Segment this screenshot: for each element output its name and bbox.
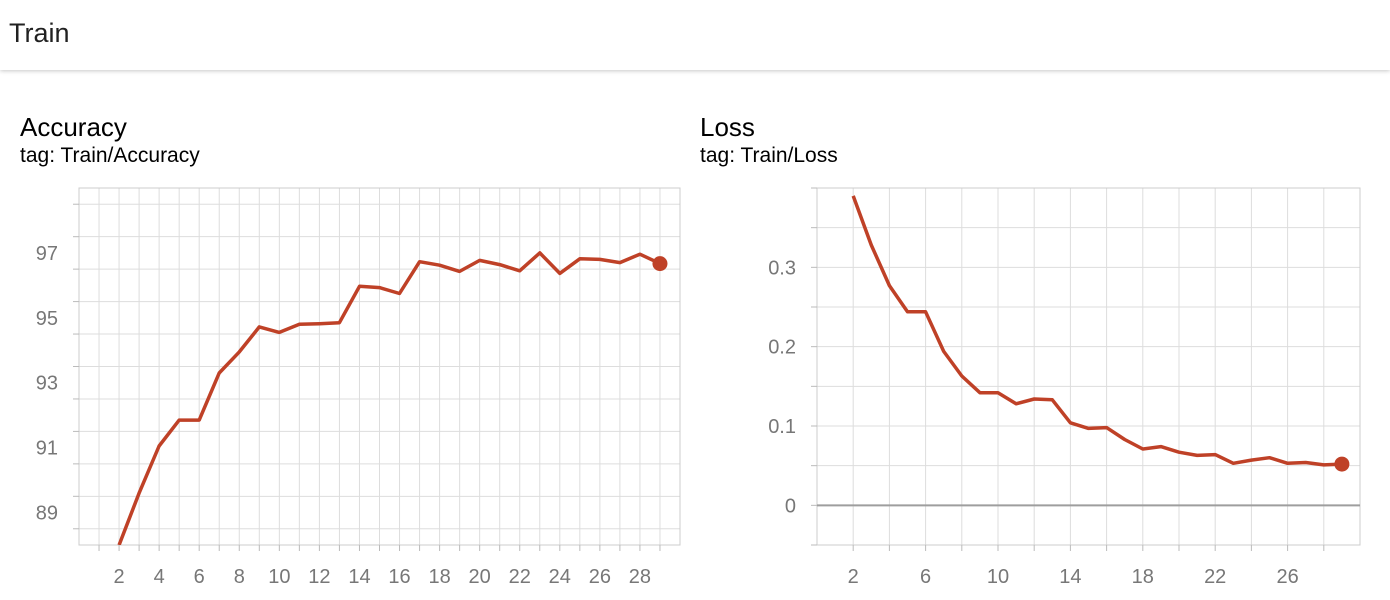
section-title: Train	[9, 18, 70, 48]
loss-series-line[interactable]	[851, 195, 1342, 467]
loss-x-tick-label: 26	[1276, 566, 1298, 588]
loss-chart-title: Loss	[700, 112, 755, 142]
accuracy-x-tick-label: 18	[428, 566, 450, 588]
accuracy-x-tick-label: 4	[154, 566, 165, 588]
loss-y-tick-label: 0.3	[768, 257, 796, 279]
loss-plot-frame	[816, 187, 1361, 546]
accuracy-x-tick-label: 28	[629, 566, 651, 588]
accuracy-y-tick-label: 95	[36, 308, 58, 330]
loss-x-tick-label: 2	[848, 566, 859, 588]
loss-y-tick-label: 0	[785, 495, 796, 517]
accuracy-y-tick-label: 93	[36, 373, 58, 395]
accuracy-x-tick-label: 24	[549, 566, 571, 588]
loss-chart-tag: tag: Train/Loss	[700, 144, 838, 167]
loss-grid	[817, 187, 1360, 546]
accuracy-x-tick-label: 22	[509, 566, 531, 588]
accuracy-x-tick-label: 8	[234, 566, 245, 588]
loss-x-tick-label: 6	[920, 566, 931, 588]
accuracy-x-tick-label: 16	[388, 566, 410, 588]
accuracy-x-tick-label: 14	[348, 566, 370, 588]
accuracy-grid	[79, 188, 680, 545]
accuracy-x-tick-label: 6	[194, 566, 205, 588]
loss-x-tick-label: 10	[987, 566, 1009, 588]
loss-x-tick-label: 14	[1059, 566, 1081, 588]
loss-last-point[interactable]	[1334, 456, 1350, 472]
accuracy-chart-title: Accuracy	[20, 112, 127, 142]
accuracy-y-tick-label: 97	[36, 243, 58, 265]
accuracy-y-tick-label: 91	[36, 438, 58, 460]
accuracy-chart-tag: tag: Train/Accuracy	[20, 144, 200, 167]
accuracy-x-tick-label: 2	[114, 566, 125, 588]
accuracy-y-tick-label: 89	[36, 503, 58, 525]
accuracy-last-point[interactable]	[652, 256, 668, 272]
loss-x-tick-label: 18	[1132, 566, 1154, 588]
accuracy-series-line[interactable]	[117, 251, 661, 545]
section-header: Train	[0, 0, 1390, 70]
accuracy-x-tick-label: 20	[469, 566, 491, 588]
loss-x-tick-label: 22	[1204, 566, 1226, 588]
accuracy-x-tick-label: 12	[308, 566, 330, 588]
accuracy-x-tick-label: 10	[268, 566, 290, 588]
loss-y-tick-label: 0.2	[768, 337, 796, 359]
loss-y-tick-label: 0.1	[768, 416, 796, 438]
accuracy-x-tick-label: 26	[589, 566, 611, 588]
